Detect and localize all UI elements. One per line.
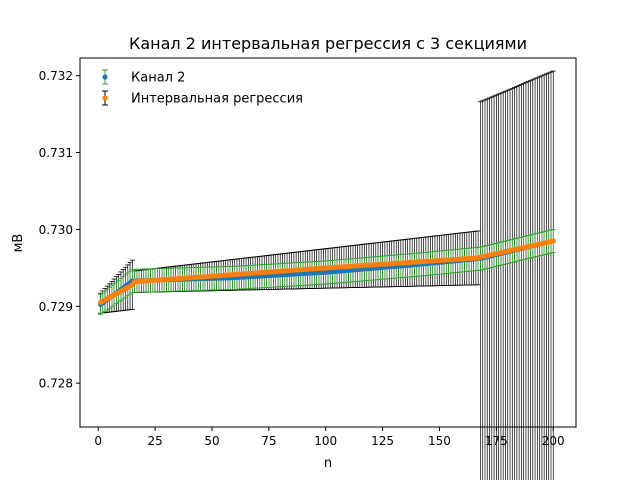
x-axis-label: n [324,456,332,471]
x-axis: 0 25 50 75 100 125 150 175 200 [94,427,565,448]
plot-frame [79,57,577,428]
y-tick-label: 0.731 [39,146,73,160]
x-tick-label: 175 [485,434,508,448]
y-tick-label: 0.730 [39,223,73,237]
legend: Канал 2 Интервальная регрессия [102,69,303,107]
y-axis-label: мВ [11,234,26,253]
legend-marker [102,74,108,80]
x-tick-label: 150 [428,434,451,448]
chart-title: Канал 2 интервальная регрессия с 3 секци… [129,34,527,53]
x-tick-label: 25 [147,434,162,448]
y-tick-label: 0.732 [39,69,73,83]
legend-label: Канал 2 [131,71,185,86]
x-tick-label: 200 [542,434,565,448]
legend-marker [102,95,108,101]
x-tick-label: 75 [261,434,276,448]
plot-area [97,70,556,484]
regression-points [97,238,556,306]
x-tick-label: 0 [94,434,102,448]
regression-point [550,238,556,244]
y-tick-label: 0.728 [39,377,73,391]
x-tick-label: 125 [371,434,394,448]
legend-label: Интервальная регрессия [131,92,303,107]
y-axis: 0.728 0.729 0.730 0.731 0.732 [39,69,80,391]
x-tick-label: 100 [314,434,337,448]
x-tick-label: 50 [204,434,219,448]
y-tick-label: 0.729 [39,300,73,314]
